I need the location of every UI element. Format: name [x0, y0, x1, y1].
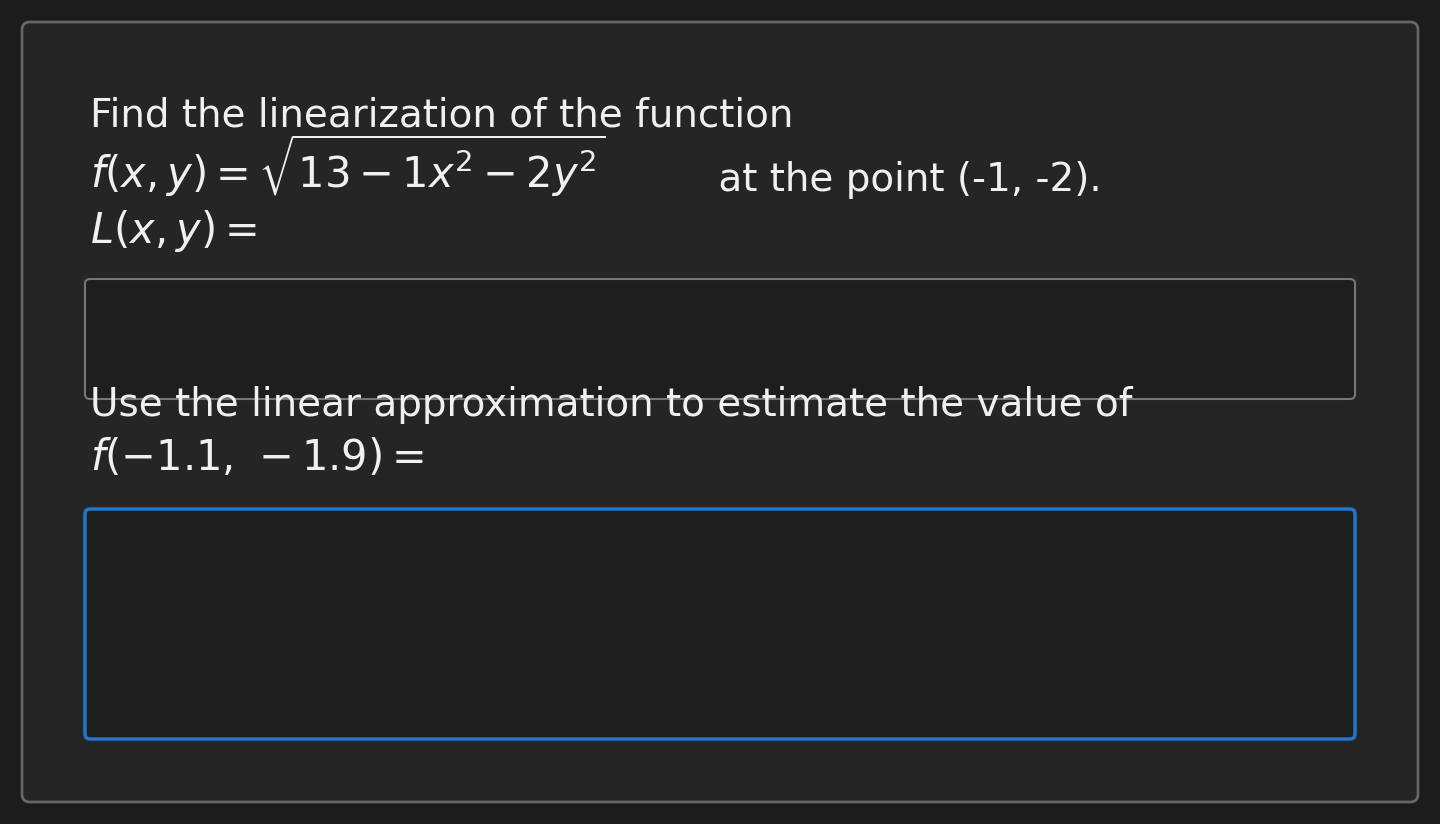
Text: $f(-1.1,\,-1.9) =$: $f(-1.1,\,-1.9) =$	[89, 437, 425, 479]
Text: at the point (-1, -2).: at the point (-1, -2).	[706, 161, 1102, 199]
Text: $f(x, y) = \sqrt{13 - 1x^2 - 2y^2}$: $f(x, y) = \sqrt{13 - 1x^2 - 2y^2}$	[89, 133, 605, 199]
FancyBboxPatch shape	[22, 22, 1418, 802]
FancyBboxPatch shape	[85, 279, 1355, 399]
Text: Use the linear approximation to estimate the value of: Use the linear approximation to estimate…	[89, 386, 1132, 424]
Text: $L(x, y) =$: $L(x, y) =$	[89, 208, 256, 254]
Text: Find the linearization of the function: Find the linearization of the function	[89, 96, 793, 134]
FancyBboxPatch shape	[85, 509, 1355, 739]
